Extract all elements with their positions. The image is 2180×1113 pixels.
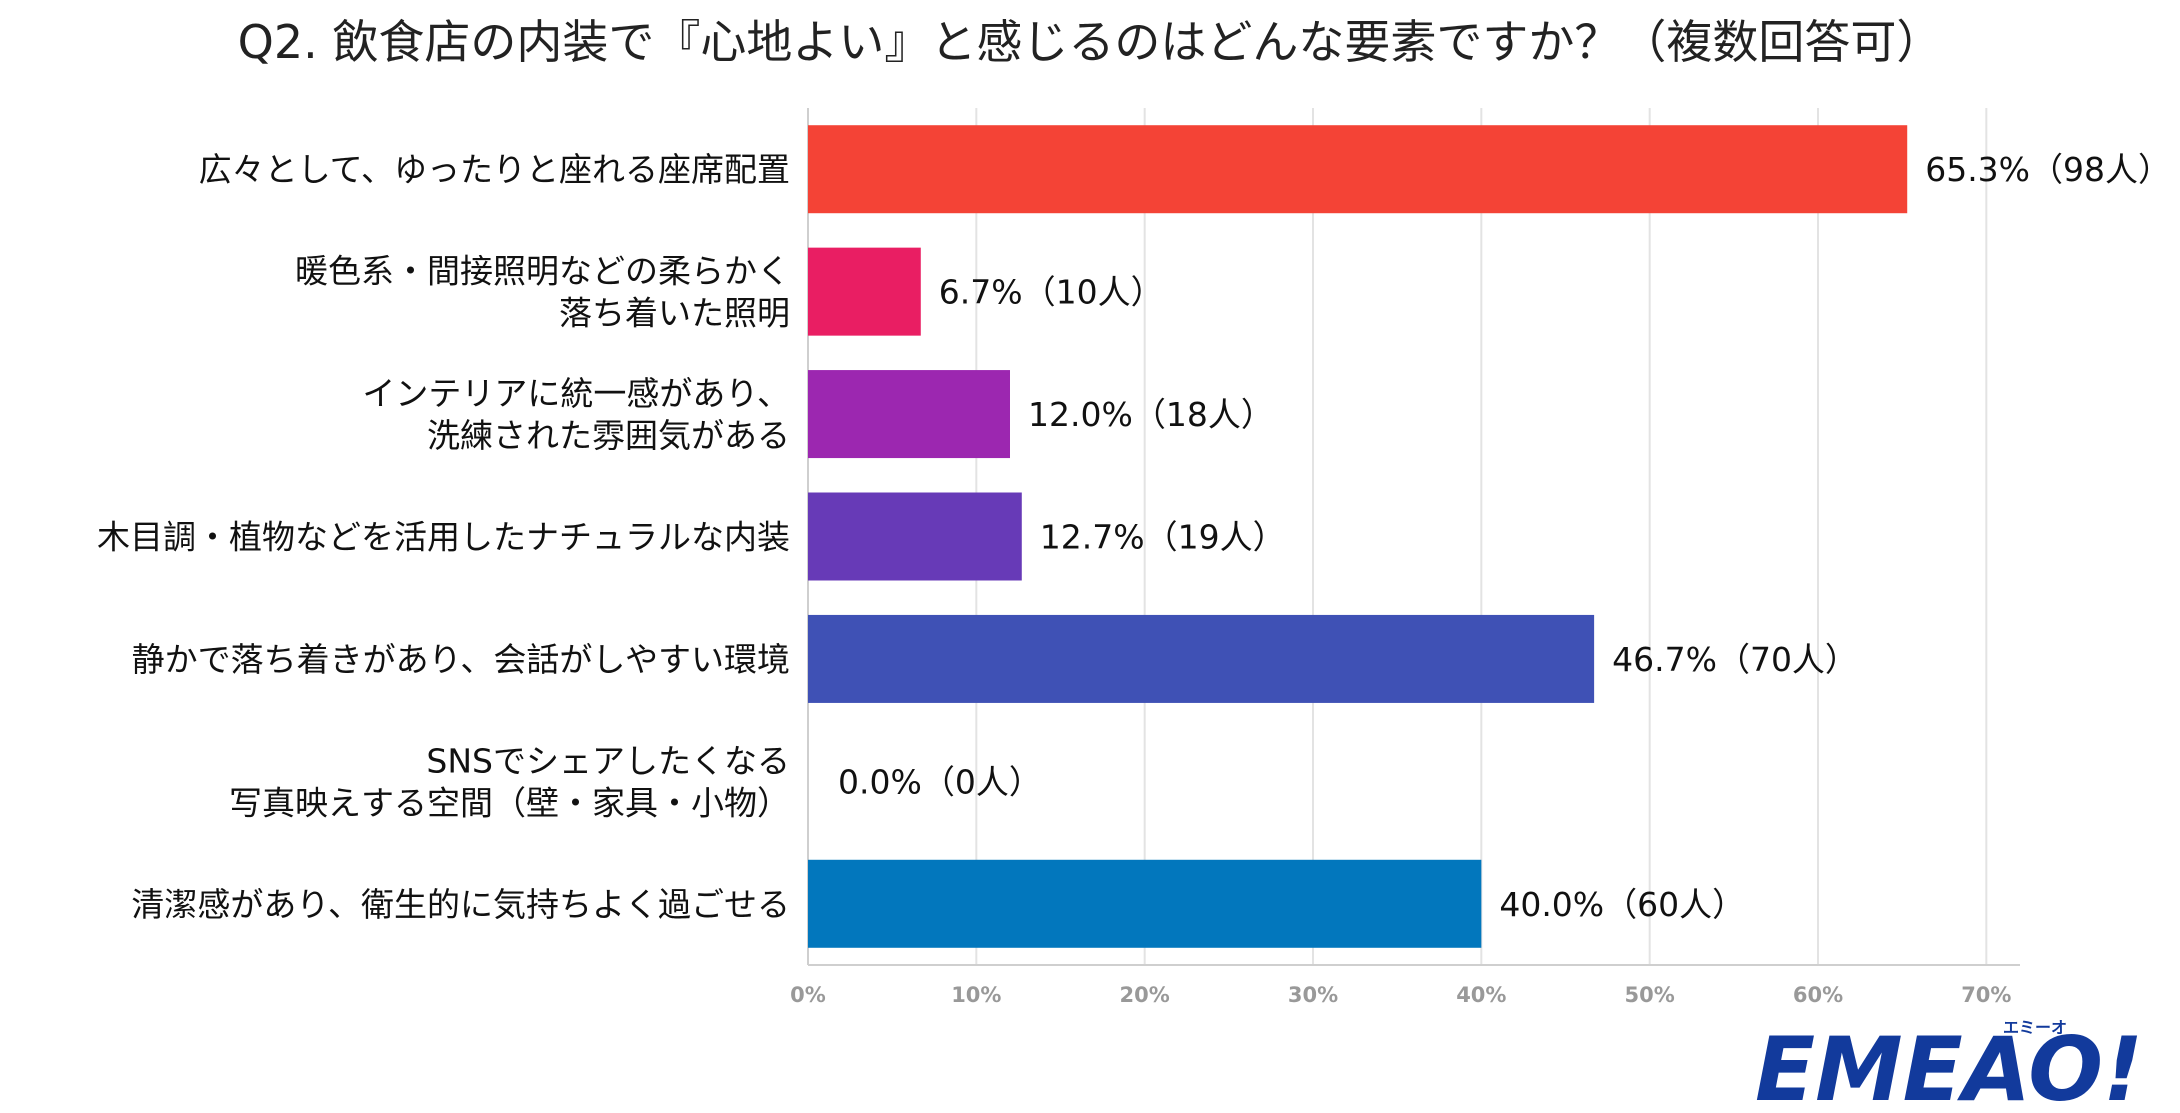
category-label: インテリアに統一感があり、 <box>362 374 790 413</box>
category-label: 静かで落ち着きがあり、会話がしやすい環境 <box>132 640 790 679</box>
value-label: 40.0%（60人） <box>1499 885 1745 924</box>
category-label: 暖色系・間接照明などの柔らかく <box>295 252 790 291</box>
bar-7 <box>808 859 1482 948</box>
x-tick-label: 30% <box>1288 983 1338 1007</box>
bar-1 <box>808 125 1908 214</box>
category-label: 写真映えする空間（壁・家具・小物） <box>229 783 790 822</box>
category-label: 広々として、ゆったりと座れる座席配置 <box>199 150 790 189</box>
bars <box>808 125 1908 948</box>
emeao-logo: エミーオ EMEAO! <box>1755 1018 2143 1113</box>
x-axis-ticks: 0% 10% 20% 30% 40% 50% 60% 70% <box>790 983 2011 1007</box>
x-tick-label: 10% <box>951 983 1001 1007</box>
value-label: 6.7%（10人） <box>939 273 1164 312</box>
value-label: 46.7%（70人） <box>1612 640 1858 679</box>
x-tick-label: 50% <box>1625 983 1675 1007</box>
value-labels: 65.3%（98人） 6.7%（10人） 12.0%（18人） 12.7%（19人） 4… <box>838 150 2171 924</box>
value-label: 12.0%（18人） <box>1028 395 1274 434</box>
bar-5 <box>808 614 1595 703</box>
category-label: 清潔感があり、衛生的に気持ちよく過ごせる <box>131 885 790 924</box>
x-tick-label: 60% <box>1793 983 1843 1007</box>
category-label: 落ち着いた照明 <box>559 294 790 333</box>
x-tick-label: 70% <box>1961 983 2011 1007</box>
logo-subtext: エミーオ <box>2003 1018 2067 1037</box>
x-tick-label: 20% <box>1120 983 1170 1007</box>
x-tick-label: 0% <box>790 983 826 1007</box>
value-label: 65.3%（98人） <box>1925 150 2171 189</box>
gridlines <box>807 108 2020 966</box>
category-labels: 広々として、ゆったりと座れる座席配置暖色系・間接照明などの柔らかく落ち着いた照明… <box>97 150 790 924</box>
bar-4 <box>808 492 1022 581</box>
value-label: 12.7%（19人） <box>1040 518 1286 557</box>
chart-title: Q2. 飲食店の内装で『心地よい』と感じるのはどんな要素ですか？（複数回答可） <box>238 15 1943 69</box>
bar-3 <box>808 370 1010 459</box>
value-label: 0.0%（0人） <box>838 762 1042 801</box>
x-tick-label: 40% <box>1456 983 1506 1007</box>
logo-text: EMEAO! <box>1755 1018 2143 1113</box>
bar-2 <box>808 247 921 336</box>
category-label: 洗練された雰囲気がある <box>427 416 790 455</box>
category-label: SNSでシェアしたくなる <box>426 741 790 780</box>
category-label: 木目調・植物などを活用したナチュラルな内装 <box>97 518 790 557</box>
